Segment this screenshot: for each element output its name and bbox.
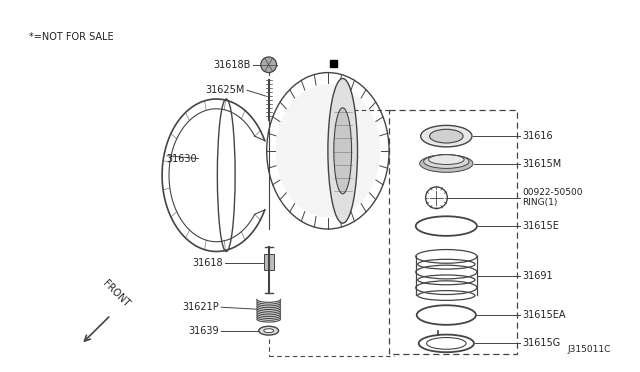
- Text: 31639: 31639: [189, 326, 220, 336]
- Text: 31625M: 31625M: [205, 85, 245, 95]
- Text: 00922-50500: 00922-50500: [522, 188, 583, 197]
- Ellipse shape: [264, 329, 274, 333]
- Bar: [264, 254, 274, 270]
- Text: *=NOT FOR SALE: *=NOT FOR SALE: [29, 32, 113, 42]
- Text: 31615M: 31615M: [522, 158, 561, 169]
- Text: 31615E: 31615E: [522, 221, 559, 231]
- Text: 31618B: 31618B: [214, 60, 251, 70]
- Ellipse shape: [334, 108, 351, 194]
- Text: 31630: 31630: [166, 154, 196, 164]
- Text: RING(1): RING(1): [522, 198, 557, 207]
- Text: 31691: 31691: [522, 271, 553, 281]
- Bar: [389, 110, 517, 354]
- Bar: [330, 60, 337, 67]
- Text: 31621P: 31621P: [182, 302, 220, 312]
- Ellipse shape: [429, 129, 463, 143]
- Ellipse shape: [420, 155, 473, 172]
- Ellipse shape: [429, 155, 464, 164]
- Ellipse shape: [276, 84, 380, 217]
- Text: 31618: 31618: [193, 258, 223, 268]
- Text: J315011C: J315011C: [568, 345, 611, 354]
- Ellipse shape: [420, 125, 472, 147]
- Text: FRONT: FRONT: [101, 279, 132, 309]
- Text: 31616: 31616: [522, 131, 553, 141]
- Circle shape: [260, 57, 276, 73]
- Ellipse shape: [259, 326, 278, 335]
- Text: 31615EA: 31615EA: [522, 310, 566, 320]
- Text: 31615G: 31615G: [522, 339, 561, 349]
- Ellipse shape: [328, 78, 358, 223]
- Ellipse shape: [424, 155, 469, 169]
